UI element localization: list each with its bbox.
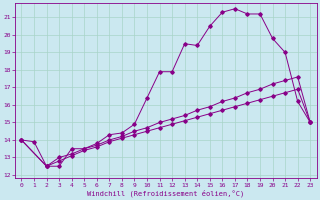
- X-axis label: Windchill (Refroidissement éolien,°C): Windchill (Refroidissement éolien,°C): [87, 189, 244, 197]
